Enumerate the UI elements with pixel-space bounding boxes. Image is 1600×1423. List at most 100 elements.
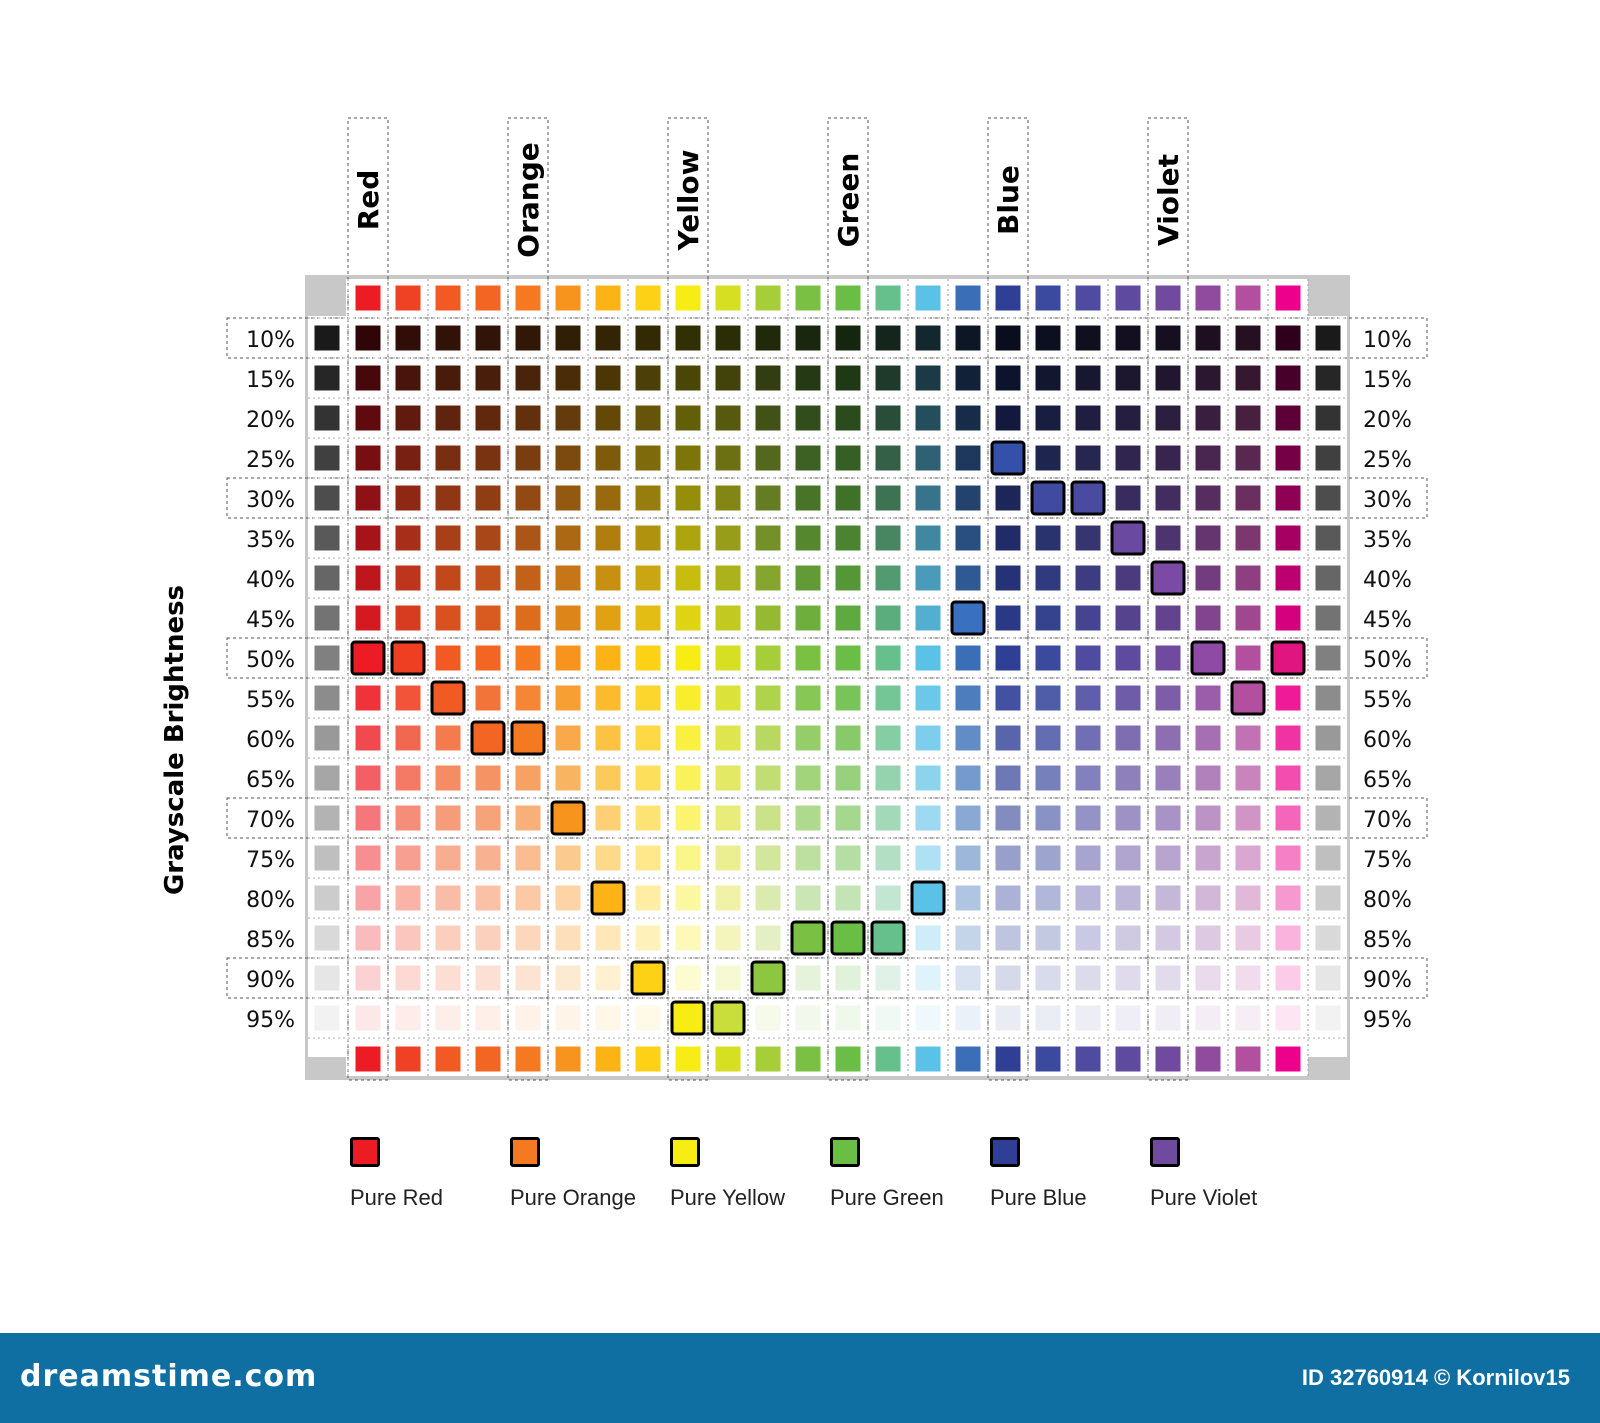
brightness-label-left: 80% (246, 888, 295, 913)
legend-label: Pure Blue (990, 1185, 1087, 1210)
color-cell (715, 325, 741, 351)
color-cell (675, 725, 701, 751)
color-cell (835, 325, 861, 351)
legend-swatch (670, 1137, 700, 1167)
color-cell (515, 365, 541, 391)
color-cell (1235, 485, 1261, 511)
color-cell (1195, 725, 1221, 751)
color-cell (795, 485, 821, 511)
color-cell (995, 885, 1021, 911)
pure-color-swatch-top (1115, 285, 1141, 311)
gray-swatch-right (1315, 765, 1341, 791)
color-cell (435, 485, 461, 511)
hue-column-guide-yellow (667, 117, 709, 1081)
color-cell (1035, 765, 1061, 791)
color-cell (875, 645, 901, 671)
pure-color-swatch-bottom (1275, 1046, 1301, 1072)
gray-swatch-right (1315, 445, 1341, 471)
color-cell (915, 765, 941, 791)
color-cell (395, 565, 421, 591)
color-cell (1075, 1005, 1101, 1031)
color-cell (1115, 565, 1141, 591)
color-cell (1155, 965, 1181, 991)
color-cell (555, 365, 581, 391)
color-cell (1115, 445, 1141, 471)
color-cell (635, 445, 661, 471)
color-cell (1075, 765, 1101, 791)
color-cell (835, 485, 861, 511)
color-cell (515, 805, 541, 831)
color-cell (835, 445, 861, 471)
color-cell (355, 365, 381, 391)
color-cell (1235, 645, 1261, 671)
color-cell (1275, 525, 1301, 551)
color-cell (795, 525, 821, 551)
color-cell (555, 725, 581, 751)
color-cell (595, 325, 621, 351)
color-cell (1155, 805, 1181, 831)
color-cell (715, 605, 741, 631)
gray-swatch-left (314, 885, 340, 911)
color-cell (435, 965, 461, 991)
gray-swatch-right (1315, 325, 1341, 351)
color-cell (355, 805, 381, 831)
color-cell (355, 445, 381, 471)
color-cell (395, 605, 421, 631)
color-cell (1075, 605, 1101, 631)
color-cell (555, 925, 581, 951)
pure-color-swatch-bottom (1195, 1046, 1221, 1072)
color-cell (675, 885, 701, 911)
color-cell (515, 485, 541, 511)
gray-swatch-right (1315, 885, 1341, 911)
color-cell (515, 525, 541, 551)
color-cell (1235, 845, 1261, 871)
color-cell (715, 765, 741, 791)
color-cell (1195, 325, 1221, 351)
color-cell (595, 965, 621, 991)
color-cell (355, 725, 381, 751)
color-cell (1195, 965, 1221, 991)
hue-label-violet: Violet (1152, 154, 1185, 246)
color-cell (1235, 605, 1261, 631)
color-cell (475, 885, 501, 911)
color-cell (1275, 485, 1301, 511)
color-cell (715, 725, 741, 751)
color-cell (915, 1005, 941, 1031)
color-cell (955, 565, 981, 591)
color-cell (555, 1005, 581, 1031)
color-cell (1195, 845, 1221, 871)
color-cell (515, 645, 541, 671)
color-cell (435, 725, 461, 751)
pure-hue-marker (710, 1000, 746, 1036)
color-cell (915, 405, 941, 431)
color-cell (1075, 565, 1101, 591)
color-cell (675, 445, 701, 471)
pure-hue-marker (950, 600, 986, 636)
color-cell (955, 525, 981, 551)
gray-swatch-left (314, 685, 340, 711)
color-cell (1235, 405, 1261, 431)
color-cell (1115, 1005, 1141, 1031)
color-cell (1155, 405, 1181, 431)
color-cell (995, 525, 1021, 551)
color-cell (395, 405, 421, 431)
color-cell (515, 925, 541, 951)
color-grid-diagram: Red Orange Yellow Green Blue Violet 10% 10% 15% 1… (226, 117, 1428, 1081)
color-cell (955, 365, 981, 391)
color-cell (515, 765, 541, 791)
color-cell (755, 325, 781, 351)
color-cell (395, 925, 421, 951)
color-cell (995, 485, 1021, 511)
color-cell (1235, 365, 1261, 391)
color-cell (555, 485, 581, 511)
brightness-label-right: 10% (1363, 328, 1412, 353)
color-cell (795, 1005, 821, 1031)
color-cell (1115, 845, 1141, 871)
color-cell (355, 885, 381, 911)
pure-color-swatch-top (475, 285, 501, 311)
color-cell (995, 765, 1021, 791)
color-cell (715, 485, 741, 511)
color-cell (1035, 565, 1061, 591)
legend-label: Pure Red (350, 1185, 443, 1210)
color-cell (1075, 965, 1101, 991)
